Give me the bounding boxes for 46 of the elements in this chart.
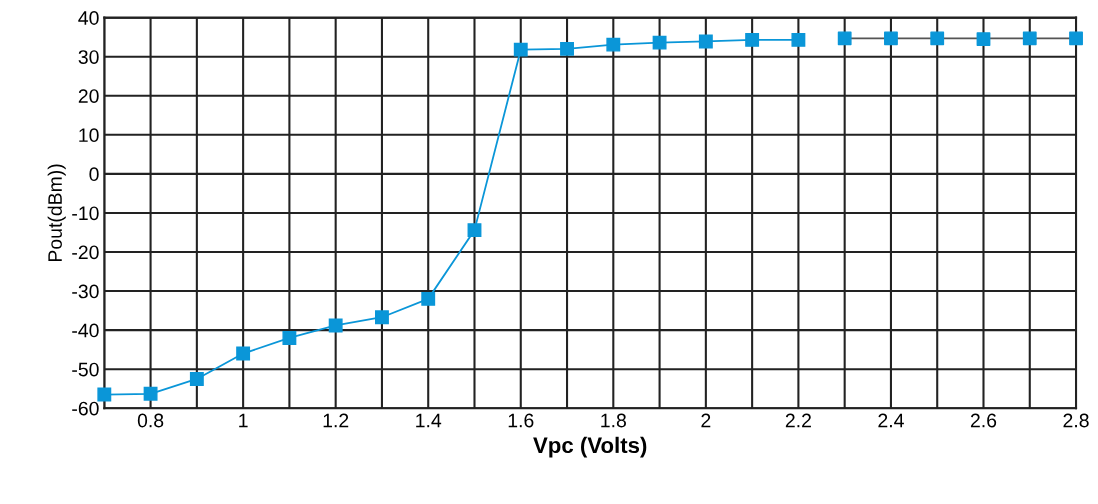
x-tick-label: 2 (701, 413, 711, 428)
x-tick-label: 2.6 (970, 413, 997, 428)
y-tick-label: -60 (72, 401, 99, 416)
point (976, 32, 991, 47)
point (189, 371, 204, 386)
point (698, 34, 713, 49)
point (560, 41, 574, 56)
y-tick-label: -40 (72, 323, 99, 338)
point (513, 42, 528, 57)
point (1069, 31, 1083, 46)
x-tick-label: 1.8 (601, 413, 626, 428)
x-tick-label: 0.8 (137, 413, 164, 428)
point (884, 31, 898, 46)
y-tick-label: 40 (78, 11, 99, 25)
point (328, 318, 343, 333)
point (837, 31, 852, 46)
point (745, 32, 760, 47)
x-tick-label: 2.2 (785, 413, 811, 428)
point (375, 310, 389, 325)
point (282, 330, 297, 345)
y-tick-label: -50 (72, 362, 99, 377)
point (930, 31, 945, 46)
y-tick-label: 10 (79, 128, 99, 143)
x-tick-label: 1.6 (508, 413, 534, 428)
point (652, 35, 667, 50)
point (421, 291, 436, 306)
x-tick-label: 2.4 (878, 413, 904, 428)
point (467, 223, 482, 238)
point (791, 32, 806, 47)
y-tick-label: -30 (72, 284, 99, 299)
x-axis-title: Vpc (Volts) (533, 436, 647, 458)
y-tick-label: 20 (78, 89, 99, 103)
y-tick-label: -10 (72, 206, 99, 221)
x-tick-label: 1 (239, 413, 248, 428)
y-tick-label: 0 (89, 167, 99, 182)
x-tick-label: 2.8 (1063, 413, 1089, 428)
y-tick-label: 30 (78, 50, 99, 64)
point (1022, 31, 1037, 46)
y-tick-label: -20 (72, 245, 99, 260)
point (143, 386, 158, 401)
point (606, 37, 621, 52)
point (97, 387, 112, 402)
y-axis-title: Pout(dBm)) (47, 164, 66, 262)
x-tick-label: 1.2 (323, 413, 349, 428)
x-tick-label: 1.4 (416, 413, 442, 428)
point (236, 346, 251, 361)
